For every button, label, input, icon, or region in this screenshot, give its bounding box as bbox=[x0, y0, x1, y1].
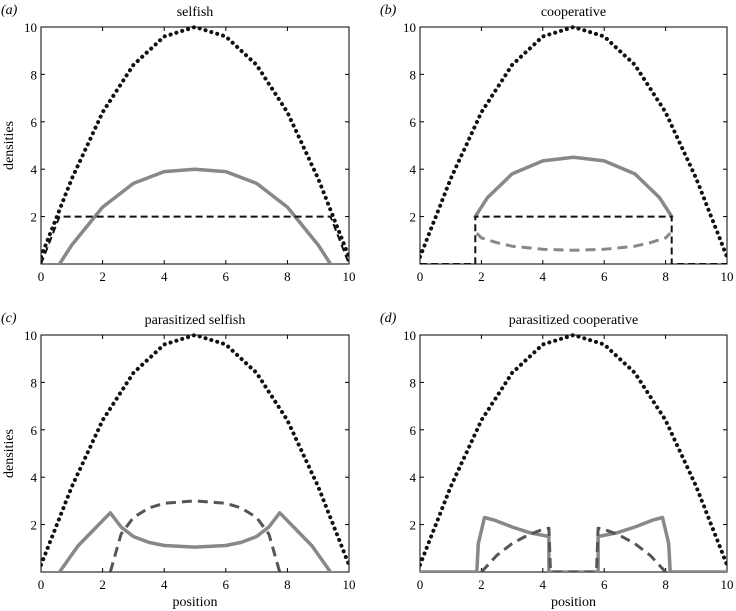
y-tick-label: 6 bbox=[410, 423, 417, 438]
x-tick-label: 10 bbox=[343, 269, 356, 284]
x-tick-label: 8 bbox=[284, 577, 291, 592]
series-dashed-3 bbox=[108, 499, 282, 572]
series-dashed-3 bbox=[475, 232, 672, 252]
y-tick-label: 8 bbox=[410, 67, 417, 82]
x-axis-label: position bbox=[551, 595, 596, 610]
panel-label: (c) bbox=[1, 311, 17, 326]
series-dashed-3 bbox=[480, 526, 667, 572]
y-tick-label: 2 bbox=[410, 518, 417, 533]
panel-label: (a) bbox=[1, 3, 18, 18]
panel-label: (d) bbox=[380, 311, 397, 326]
series-solid-2 bbox=[473, 155, 674, 219]
series-dotted-1 bbox=[420, 333, 727, 567]
x-tick-label: 4 bbox=[540, 269, 547, 284]
series-dotted-1 bbox=[41, 25, 349, 259]
x-tick-label: 10 bbox=[721, 269, 734, 284]
x-tick-label: 6 bbox=[223, 577, 230, 592]
series-dotted-1 bbox=[420, 25, 727, 259]
series-solid-2 bbox=[420, 515, 727, 572]
x-tick-label: 2 bbox=[99, 269, 106, 284]
y-tick-label: 10 bbox=[403, 20, 416, 35]
x-tick-label: 6 bbox=[601, 269, 608, 284]
panel-label: (b) bbox=[380, 3, 397, 18]
y-tick-label: 10 bbox=[403, 328, 416, 343]
panel-4: 0 2 4 6 8 10 2 4 6 8 10 (d) parasitized cooperative p… bbox=[380, 311, 734, 610]
series-dashed-3 bbox=[41, 215, 349, 264]
y-tick-label: 6 bbox=[410, 115, 417, 130]
y-tick-label: 6 bbox=[31, 115, 38, 130]
y-tick-label: 2 bbox=[31, 518, 38, 533]
panel-title: parasitized cooperative bbox=[509, 313, 638, 328]
y-axis-label: densities bbox=[2, 121, 17, 170]
panel-1: 0 2 4 6 8 10 2 4 6 8 10 (a) selfish densities bbox=[1, 3, 356, 284]
x-tick-label: 10 bbox=[721, 577, 734, 592]
panel-2: 0 2 4 6 8 10 2 4 6 8 10 (b) cooperative bbox=[380, 3, 734, 284]
panel-3: 0 2 4 6 8 10 2 4 6 8 10 (c) parasitized selfish densi… bbox=[1, 311, 356, 610]
y-tick-label: 10 bbox=[24, 20, 37, 35]
x-tick-label: 2 bbox=[478, 577, 485, 592]
x-tick-label: 8 bbox=[662, 577, 669, 592]
y-tick-label: 8 bbox=[31, 67, 38, 82]
x-tick-label: 10 bbox=[343, 577, 356, 592]
panel-title: parasitized selfish bbox=[145, 313, 246, 328]
x-tick-label: 2 bbox=[99, 577, 106, 592]
y-tick-label: 2 bbox=[410, 210, 417, 225]
y-tick-label: 4 bbox=[31, 470, 38, 485]
y-tick-label: 4 bbox=[31, 162, 38, 177]
x-tick-label: 6 bbox=[223, 269, 230, 284]
x-tick-label: 8 bbox=[284, 269, 291, 284]
y-tick-label: 2 bbox=[31, 210, 38, 225]
x-tick-label: 2 bbox=[478, 269, 485, 284]
y-axis-label: densities bbox=[2, 429, 17, 478]
series-dotted-1 bbox=[41, 333, 349, 567]
x-axis-label: position bbox=[172, 595, 217, 610]
y-tick-label: 8 bbox=[31, 375, 38, 390]
x-tick-label: 8 bbox=[662, 269, 669, 284]
x-tick-label: 0 bbox=[417, 269, 424, 284]
x-tick-label: 4 bbox=[540, 577, 547, 592]
x-tick-label: 0 bbox=[38, 577, 45, 592]
panel-title: cooperative bbox=[541, 5, 606, 20]
x-tick-label: 4 bbox=[161, 577, 168, 592]
x-tick-label: 4 bbox=[161, 269, 168, 284]
y-tick-label: 6 bbox=[31, 423, 38, 438]
x-tick-label: 0 bbox=[417, 577, 424, 592]
series-solid-2 bbox=[57, 167, 333, 264]
y-tick-label: 4 bbox=[410, 162, 417, 177]
panel-title: selfish bbox=[177, 5, 214, 20]
x-tick-label: 6 bbox=[601, 577, 608, 592]
series-dashed-4 bbox=[420, 215, 727, 264]
y-tick-label: 8 bbox=[410, 375, 417, 390]
y-tick-label: 10 bbox=[24, 328, 37, 343]
x-tick-label: 0 bbox=[38, 269, 45, 284]
y-tick-label: 4 bbox=[410, 470, 417, 485]
series-solid-2 bbox=[57, 511, 333, 572]
